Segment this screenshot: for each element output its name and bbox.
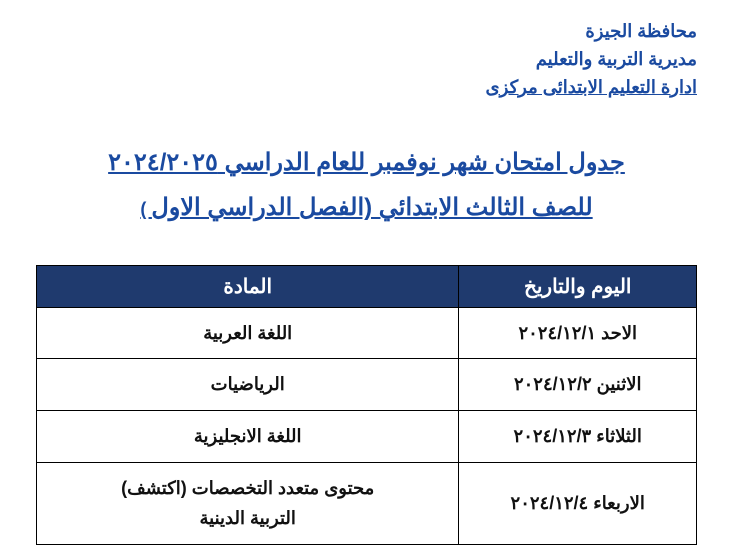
table-header-subject: المادة bbox=[37, 265, 459, 307]
cell-date: الاربعاء ٢٠٢٤/١٢/٤ bbox=[459, 462, 697, 544]
cell-date: الثلاثاء ٢٠٢٤/١٢/٣ bbox=[459, 411, 697, 463]
title-line-2-close: ) bbox=[140, 199, 151, 219]
cell-subject: اللغة العربية bbox=[37, 307, 459, 359]
org-line-governorate: محافظة الجيزة bbox=[36, 18, 697, 46]
cell-subject: اللغة الانجليزية bbox=[37, 411, 459, 463]
cell-subject: محتوى متعدد التخصصات (اكتشف)التربية الدي… bbox=[37, 462, 459, 544]
org-line-directorate: مديرية التربية والتعليم bbox=[36, 46, 697, 74]
table-row: الاثنين ٢٠٢٤/١٢/٢ الرياضيات bbox=[37, 359, 697, 411]
organization-header: محافظة الجيزة مديرية التربية والتعليم اد… bbox=[36, 18, 697, 102]
title-line-2-main: للصف الثالث الابتدائي (الفصل الدراسي الا… bbox=[151, 194, 592, 221]
document-page: محافظة الجيزة مديرية التربية والتعليم اد… bbox=[0, 0, 733, 545]
org-line-administration: ادارة التعليم الابتدائى مركزى bbox=[36, 74, 697, 102]
table-body: الاحد ٢٠٢٤/١٢/١ اللغة العربية الاثنين ٢٠… bbox=[37, 307, 697, 544]
table-row: الثلاثاء ٢٠٢٤/١٢/٣ اللغة الانجليزية bbox=[37, 411, 697, 463]
exam-schedule-table: اليوم والتاريخ المادة الاحد ٢٠٢٤/١٢/١ ال… bbox=[36, 265, 697, 545]
table-header-row: اليوم والتاريخ المادة bbox=[37, 265, 697, 307]
cell-date: الاحد ٢٠٢٤/١٢/١ bbox=[459, 307, 697, 359]
cell-subject: الرياضيات bbox=[37, 359, 459, 411]
title-line-1: جدول امتحان شهر نوفمبر للعام الدراسي ٢٠٢… bbox=[36, 140, 697, 186]
title-block: جدول امتحان شهر نوفمبر للعام الدراسي ٢٠٢… bbox=[36, 140, 697, 231]
title-line-2: للصف الثالث الابتدائي (الفصل الدراسي الا… bbox=[36, 185, 697, 231]
cell-date: الاثنين ٢٠٢٤/١٢/٢ bbox=[459, 359, 697, 411]
table-header-date: اليوم والتاريخ bbox=[459, 265, 697, 307]
table-row: الاربعاء ٢٠٢٤/١٢/٤ محتوى متعدد التخصصات … bbox=[37, 462, 697, 544]
table-row: الاحد ٢٠٢٤/١٢/١ اللغة العربية bbox=[37, 307, 697, 359]
